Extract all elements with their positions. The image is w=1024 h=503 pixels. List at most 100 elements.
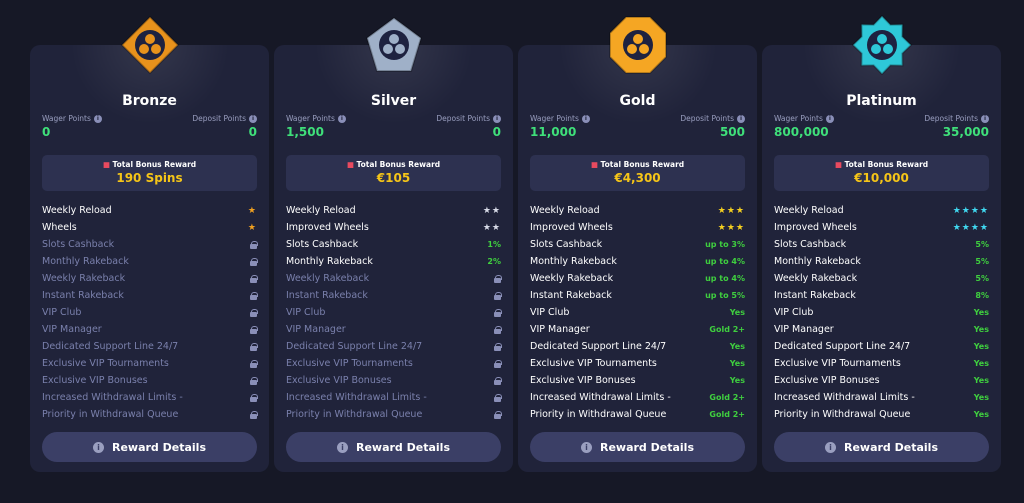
feature-value: 1% <box>487 240 501 249</box>
deposit-points-label: Deposit Points i <box>436 114 501 123</box>
lock-icon <box>494 325 502 334</box>
feature-row: VIP Club Yes <box>530 304 745 321</box>
feature-row: Instant Rakeback <box>286 287 502 304</box>
feature-label: VIP Manager <box>42 324 102 335</box>
info-icon[interactable]: i <box>493 114 501 123</box>
feature-value: up to 4% <box>705 274 745 283</box>
total-bonus-reward: ■ Total Bonus Reward €10,000 <box>774 155 989 191</box>
tier-name: Gold <box>619 93 656 109</box>
feature-value: Yes <box>973 410 989 419</box>
star-rating: ★★★ <box>717 222 745 233</box>
tier-card-bronze: Bronze Wager Points i Deposit Points i 0 0… <box>30 15 269 472</box>
feature-label: Weekly Rakeback <box>774 273 858 284</box>
info-icon[interactable]: i <box>249 114 257 123</box>
feature-row: Monthly Rakeback 5% <box>774 253 989 270</box>
feature-row: Improved Wheels ★★★★ <box>774 219 989 236</box>
feature-row: Priority in Withdrawal Queue Yes <box>774 406 989 423</box>
feature-label: Dedicated Support Line 24/7 <box>774 341 911 352</box>
feature-label: Priority in Withdrawal Queue <box>530 409 667 420</box>
reward-details-button[interactable]: i Reward Details <box>42 432 257 462</box>
feature-row: Dedicated Support Line 24/7 <box>286 338 502 355</box>
feature-row: VIP Club <box>42 304 258 321</box>
feature-value: Yes <box>973 393 989 402</box>
feature-row: Exclusive VIP Tournaments Yes <box>530 355 745 372</box>
feature-row: Exclusive VIP Tournaments <box>42 355 258 372</box>
feature-label: Monthly Rakeback <box>774 256 861 267</box>
feature-label: Priority in Withdrawal Queue <box>286 409 423 420</box>
feature-label: Instant Rakeback <box>774 290 856 301</box>
star-rating: ★★ <box>482 222 501 233</box>
feature-row: VIP Manager Yes <box>774 321 989 338</box>
feature-label: Slots Cashback <box>530 239 603 250</box>
feature-row: Exclusive VIP Bonuses <box>286 372 502 389</box>
info-icon[interactable]: i <box>737 114 745 123</box>
lock-icon <box>494 393 502 402</box>
feature-value: Gold 2+ <box>709 393 745 402</box>
bonus-value: €105 <box>376 171 411 185</box>
info-icon[interactable]: i <box>825 114 834 123</box>
feature-value: 8% <box>975 291 989 300</box>
feature-value: 5% <box>975 257 989 266</box>
feature-label: Slots Cashback <box>774 239 847 250</box>
feature-row: Dedicated Support Line 24/7 Yes <box>774 338 989 355</box>
feature-label: Slots Cashback <box>286 239 359 250</box>
reward-details-button[interactable]: i Reward Details <box>774 432 989 462</box>
feature-label: Weekly Rakeback <box>42 273 126 284</box>
lock-icon <box>494 342 502 351</box>
gift-icon: ■ <box>102 160 110 169</box>
feature-row: Instant Rakeback up to 5% <box>530 287 745 304</box>
feature-row: Slots Cashback <box>42 236 258 253</box>
tier-badge-icon <box>365 16 422 72</box>
lock-icon <box>494 376 502 385</box>
feature-row: VIP Club <box>286 304 502 321</box>
feature-row: Weekly Reload ★★ <box>286 202 501 219</box>
star-rating: ★ <box>247 205 257 216</box>
deposit-points-value: 0 <box>492 125 501 139</box>
tier-name: Silver <box>370 93 417 109</box>
lock-icon <box>494 410 502 419</box>
feature-label: VIP Club <box>42 307 82 318</box>
feature-label: Monthly Rakeback <box>286 256 373 267</box>
wager-points-value: 1,500 <box>286 125 324 139</box>
feature-row: Increased Withdrawal Limits - <box>286 389 502 406</box>
info-icon: i <box>92 441 104 453</box>
deposit-points-value: 35,000 <box>942 125 989 139</box>
feature-row: Improved Wheels ★★ <box>286 219 501 236</box>
feature-row: Slots Cashback 1% <box>286 236 501 253</box>
info-icon: i <box>336 441 348 453</box>
reward-details-button[interactable]: i Reward Details <box>286 432 501 462</box>
tier-badge-icon <box>120 15 179 75</box>
feature-row: Exclusive VIP Bonuses Yes <box>530 372 745 389</box>
lock-icon <box>250 325 258 334</box>
lock-icon <box>250 342 258 351</box>
reward-details-button[interactable]: i Reward Details <box>530 432 745 462</box>
info-icon[interactable]: i <box>981 114 989 123</box>
feature-label: Exclusive VIP Tournaments <box>530 358 657 369</box>
wager-points-label: Wager Points i <box>774 114 834 123</box>
feature-row: Instant Rakeback 8% <box>774 287 989 304</box>
feature-value: Yes <box>973 342 989 351</box>
lock-icon <box>494 274 502 283</box>
feature-value: up to 3% <box>705 240 745 249</box>
feature-label: Dedicated Support Line 24/7 <box>530 341 667 352</box>
bonus-value: €10,000 <box>854 171 909 185</box>
feature-row: Priority in Withdrawal Queue <box>286 406 502 423</box>
star-rating: ★★★★ <box>952 205 989 216</box>
feature-label: Instant Rakeback <box>42 290 124 301</box>
info-icon[interactable]: i <box>581 114 590 123</box>
feature-list: Weekly Reload ★★★★ Improved Wheels ★★★★ Slot… <box>774 202 989 423</box>
feature-label: Weekly Rakeback <box>530 273 614 284</box>
feature-label: Dedicated Support Line 24/7 <box>42 341 179 352</box>
feature-value: Yes <box>973 359 989 368</box>
info-icon[interactable]: i <box>337 114 346 123</box>
tier-badge-icon <box>608 16 667 74</box>
tier-card-gold: Gold Wager Points i Deposit Points i 11,00… <box>518 16 757 472</box>
feature-row: Exclusive VIP Bonuses <box>42 372 258 389</box>
feature-value: Yes <box>973 308 989 317</box>
lock-icon <box>250 240 258 249</box>
info-icon[interactable]: i <box>93 114 102 123</box>
feature-label: Increased Withdrawal Limits - <box>530 392 671 403</box>
feature-list: Weekly Reload ★★ Improved Wheels ★★ Slots Ca… <box>286 202 502 423</box>
feature-row: Exclusive VIP Bonuses Yes <box>774 372 989 389</box>
lock-icon <box>494 308 502 317</box>
